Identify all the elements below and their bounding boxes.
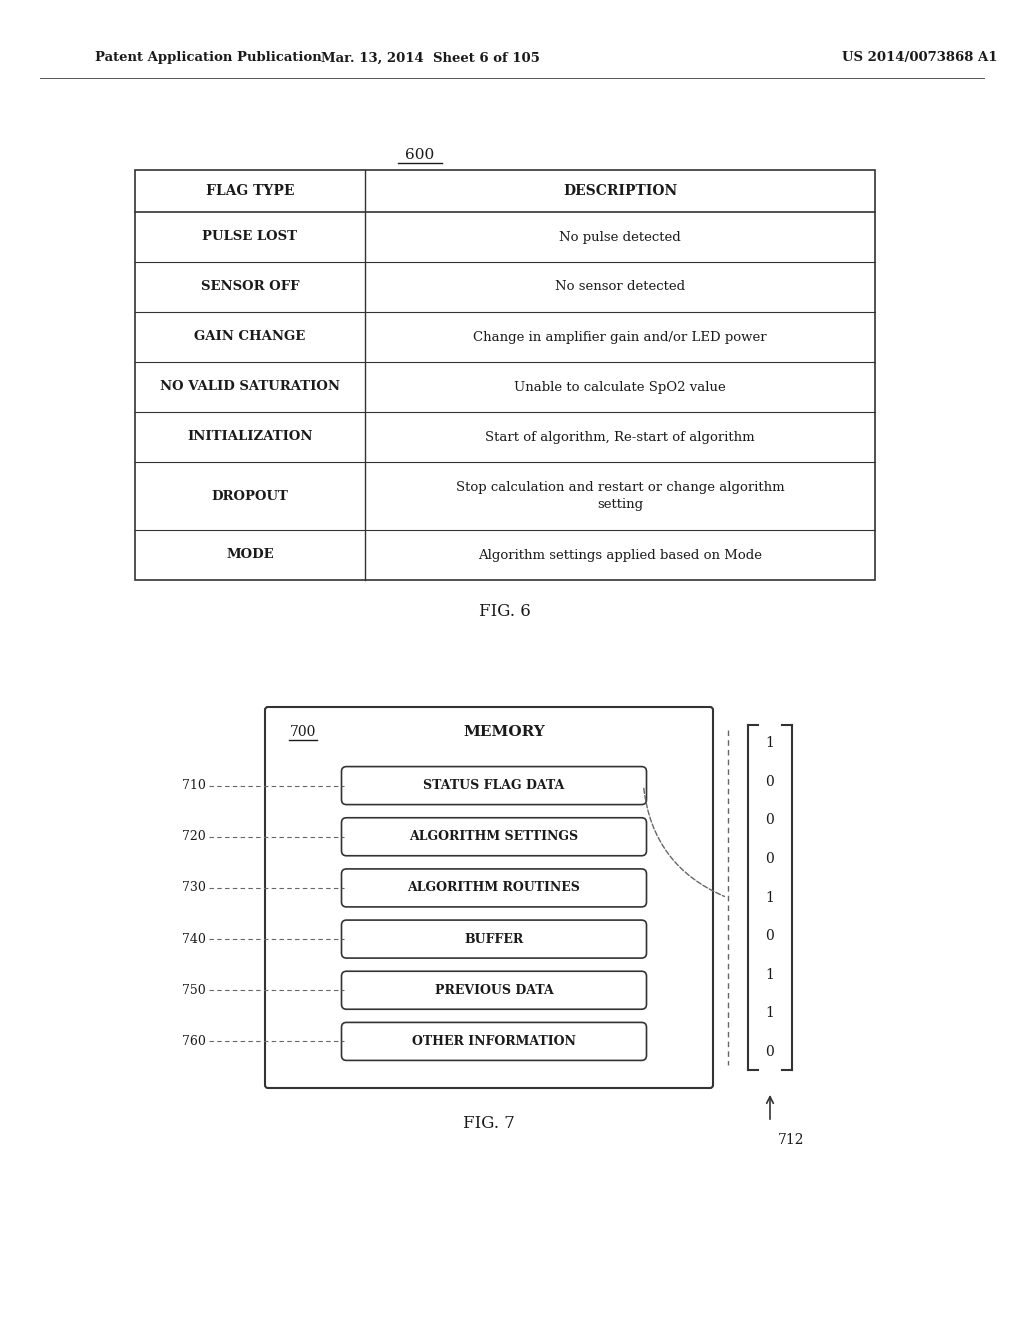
Text: 0: 0 bbox=[766, 929, 774, 942]
Text: Unable to calculate SpO2 value: Unable to calculate SpO2 value bbox=[514, 380, 726, 393]
Text: Stop calculation and restart or change algorithm
setting: Stop calculation and restart or change a… bbox=[456, 480, 784, 511]
Text: ALGORITHM ROUTINES: ALGORITHM ROUTINES bbox=[408, 882, 581, 895]
Text: 1: 1 bbox=[766, 1006, 774, 1020]
Text: DROPOUT: DROPOUT bbox=[212, 490, 289, 503]
Text: 760: 760 bbox=[182, 1035, 206, 1048]
Text: Mar. 13, 2014  Sheet 6 of 105: Mar. 13, 2014 Sheet 6 of 105 bbox=[321, 51, 540, 65]
Text: ALGORITHM SETTINGS: ALGORITHM SETTINGS bbox=[410, 830, 579, 843]
Text: 750: 750 bbox=[182, 983, 206, 997]
Text: 720: 720 bbox=[182, 830, 206, 843]
Text: 1: 1 bbox=[766, 737, 774, 750]
Text: 1: 1 bbox=[766, 968, 774, 982]
Text: BUFFER: BUFFER bbox=[464, 933, 523, 945]
Text: 700: 700 bbox=[290, 725, 316, 739]
Text: 0: 0 bbox=[766, 851, 774, 866]
Text: 740: 740 bbox=[182, 933, 206, 945]
Text: Patent Application Publication: Patent Application Publication bbox=[95, 51, 322, 65]
Text: 712: 712 bbox=[778, 1133, 805, 1147]
Text: 0: 0 bbox=[766, 813, 774, 828]
Text: Start of algorithm, Re-start of algorithm: Start of algorithm, Re-start of algorith… bbox=[485, 430, 755, 444]
Text: 600: 600 bbox=[406, 148, 434, 162]
Text: PULSE LOST: PULSE LOST bbox=[203, 231, 298, 243]
Text: DESCRIPTION: DESCRIPTION bbox=[563, 183, 677, 198]
Text: SENSOR OFF: SENSOR OFF bbox=[201, 281, 299, 293]
Text: FLAG TYPE: FLAG TYPE bbox=[206, 183, 294, 198]
Text: US 2014/0073868 A1: US 2014/0073868 A1 bbox=[843, 51, 997, 65]
Text: 730: 730 bbox=[182, 882, 206, 895]
Text: PREVIOUS DATA: PREVIOUS DATA bbox=[434, 983, 553, 997]
Text: 1: 1 bbox=[766, 891, 774, 904]
Text: No pulse detected: No pulse detected bbox=[559, 231, 681, 243]
Text: FIG. 7: FIG. 7 bbox=[463, 1114, 515, 1131]
Text: MODE: MODE bbox=[226, 549, 273, 561]
Text: MEMORY: MEMORY bbox=[463, 725, 545, 739]
Text: Change in amplifier gain and/or LED power: Change in amplifier gain and/or LED powe… bbox=[473, 330, 767, 343]
Text: Algorithm settings applied based on Mode: Algorithm settings applied based on Mode bbox=[478, 549, 762, 561]
Text: GAIN CHANGE: GAIN CHANGE bbox=[195, 330, 305, 343]
Text: FIG. 6: FIG. 6 bbox=[479, 603, 530, 620]
Text: 710: 710 bbox=[182, 779, 206, 792]
Bar bbox=[135, 170, 874, 579]
Text: 0: 0 bbox=[766, 1045, 774, 1059]
Text: STATUS FLAG DATA: STATUS FLAG DATA bbox=[423, 779, 564, 792]
Text: INITIALIZATION: INITIALIZATION bbox=[187, 430, 312, 444]
Text: NO VALID SATURATION: NO VALID SATURATION bbox=[160, 380, 340, 393]
Text: No sensor detected: No sensor detected bbox=[555, 281, 685, 293]
Text: 0: 0 bbox=[766, 775, 774, 788]
Text: OTHER INFORMATION: OTHER INFORMATION bbox=[412, 1035, 575, 1048]
